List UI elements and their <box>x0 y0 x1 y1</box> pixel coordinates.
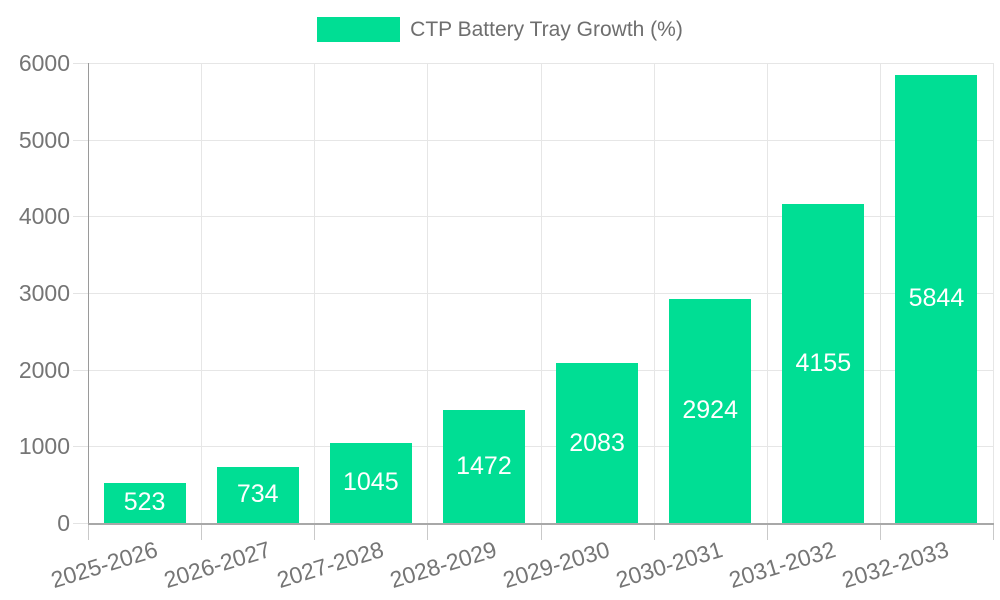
gridline-vertical <box>314 63 316 523</box>
bar-2028-2029[interactable]: 1472 <box>442 410 525 523</box>
gridline-vertical <box>653 63 655 523</box>
bar-2030-2031[interactable]: 2924 <box>669 298 752 523</box>
y-axis-tick-label: 6000 <box>18 50 70 76</box>
y-axis-tick-label: 0 <box>57 510 70 536</box>
bar-value-label: 5844 <box>908 284 965 313</box>
y-axis-tick-label: 3000 <box>18 280 70 306</box>
bar-value-label: 4155 <box>795 349 852 378</box>
legend-item[interactable]: CTP Battery Tray Growth (%) <box>0 17 1000 42</box>
y-axis-tick <box>73 139 88 141</box>
y-axis-tick <box>73 369 88 371</box>
bar-2027-2028[interactable]: 1045 <box>329 442 412 523</box>
gridline-vertical <box>879 63 881 523</box>
x-axis-category-label: 2032-2033 <box>839 536 953 594</box>
y-axis-line <box>88 63 89 523</box>
x-axis-tick <box>314 525 316 540</box>
bar-2029-2030[interactable]: 2083 <box>556 363 639 523</box>
x-axis-tick <box>653 525 655 540</box>
gridline-vertical <box>201 63 203 523</box>
y-axis-tick-label: 2000 <box>18 356 70 383</box>
bar-2026-2027[interactable]: 734 <box>216 466 299 523</box>
y-axis-tick-label: 4000 <box>18 203 70 230</box>
y-axis-tick-label: 5000 <box>18 126 70 153</box>
x-axis-tick <box>201 525 203 540</box>
x-axis-category-label: 2029-2030 <box>499 536 613 594</box>
bar-2031-2032[interactable]: 4155 <box>782 204 865 523</box>
x-axis-tick <box>540 525 542 540</box>
x-axis-category-label: 2031-2032 <box>726 536 839 594</box>
x-axis-tick <box>879 525 881 540</box>
x-axis-line <box>88 523 994 525</box>
x-axis-category-label: 2028-2029 <box>386 536 500 594</box>
legend-label: CTP Battery Tray Growth (%) <box>410 17 683 41</box>
y-axis-tick-label: 1000 <box>18 433 70 460</box>
bar-value-label: 734 <box>236 480 279 509</box>
y-axis-tick <box>73 216 88 218</box>
x-axis-category-label: 2026-2027 <box>160 536 274 594</box>
gridline-vertical <box>766 63 768 523</box>
x-axis-tick <box>427 525 429 540</box>
x-axis-tick <box>766 525 768 540</box>
bar-2025-2026[interactable]: 523 <box>103 482 186 523</box>
y-axis-tick <box>73 293 88 294</box>
y-axis-tick <box>73 446 88 448</box>
bar-value-label: 1045 <box>343 468 399 497</box>
bar-value-label: 2083 <box>569 428 625 457</box>
x-axis-category-label: 2030-2031 <box>612 536 726 594</box>
legend-swatch <box>317 17 401 42</box>
x-axis-tick <box>88 525 89 540</box>
x-axis-category-label: 2025-2026 <box>47 536 161 594</box>
gridline-vertical <box>540 63 542 523</box>
gridline-vertical <box>993 63 994 523</box>
y-axis-tick <box>73 63 88 64</box>
gridline-vertical <box>427 63 429 523</box>
bar-value-label: 2924 <box>682 396 738 425</box>
bar-2032-2033[interactable]: 5844 <box>895 74 978 523</box>
y-axis-tick <box>73 523 88 524</box>
bar-value-label: 1472 <box>456 452 512 481</box>
x-axis-category-label: 2027-2028 <box>273 536 387 594</box>
bar-value-label: 523 <box>123 488 166 517</box>
x-axis-tick <box>993 525 994 540</box>
